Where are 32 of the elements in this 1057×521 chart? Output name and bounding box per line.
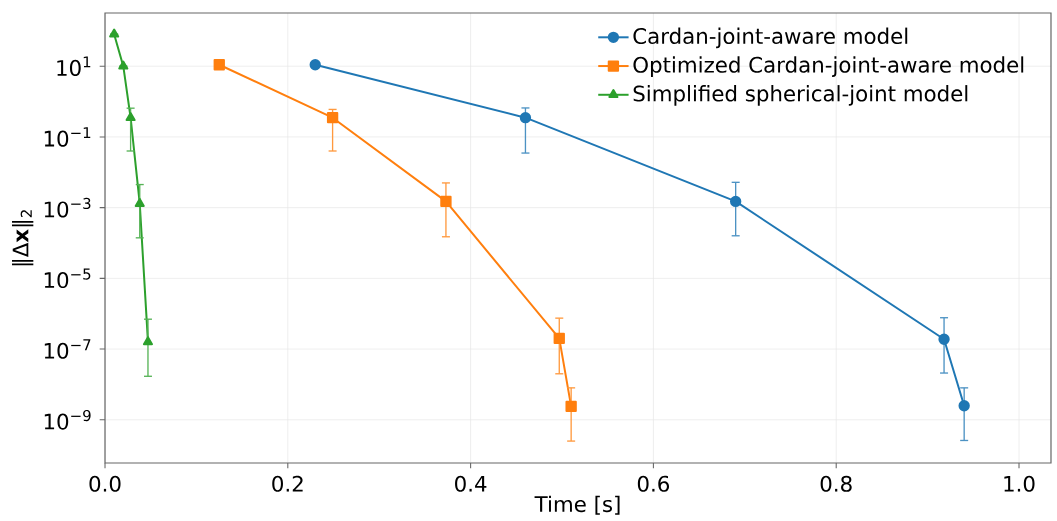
point bbox=[440, 195, 452, 208]
point bbox=[309, 59, 321, 71]
point bbox=[109, 28, 120, 38]
point bbox=[958, 400, 970, 412]
legend-label: Cardan-joint-aware model bbox=[633, 27, 908, 49]
point bbox=[142, 336, 154, 346]
point bbox=[213, 59, 225, 71]
point bbox=[118, 60, 129, 70]
point bbox=[730, 195, 742, 208]
x-tick-label: 1.0 bbox=[1004, 475, 1035, 492]
point bbox=[125, 112, 136, 122]
x-tick-label: 0.8 bbox=[820, 475, 852, 492]
x-axis-title: Time [s] bbox=[534, 495, 620, 515]
y-axis-title: ‖Δx‖$_{2}$ bbox=[12, 210, 34, 266]
x-tick-label: 0.0 bbox=[89, 475, 121, 492]
point bbox=[326, 112, 339, 124]
point bbox=[938, 333, 950, 345]
y-tick-label: 10$^{−9}$ bbox=[44, 409, 91, 430]
point bbox=[519, 112, 532, 124]
legend-label: Optimized Cardan-joint-aware model bbox=[633, 56, 1024, 77]
point bbox=[565, 400, 577, 413]
legend-label: Simplified spherical-joint model bbox=[633, 85, 968, 106]
point bbox=[553, 332, 565, 345]
y-tick-label: 10$^{−5}$ bbox=[44, 268, 91, 289]
y-tick-label: 10$^{−3}$ bbox=[44, 197, 91, 218]
x-tick-label: 0.6 bbox=[637, 475, 670, 492]
y-tick-label: 10$^{−7}$ bbox=[44, 339, 91, 359]
x-tick-label: 0.4 bbox=[455, 475, 487, 492]
x-tick-label: 0.2 bbox=[272, 475, 303, 492]
y-tick-label: 10$^{−1}$ bbox=[44, 127, 91, 147]
y-tick-label: 10$^{1}$ bbox=[57, 56, 91, 76]
point bbox=[134, 197, 145, 207]
